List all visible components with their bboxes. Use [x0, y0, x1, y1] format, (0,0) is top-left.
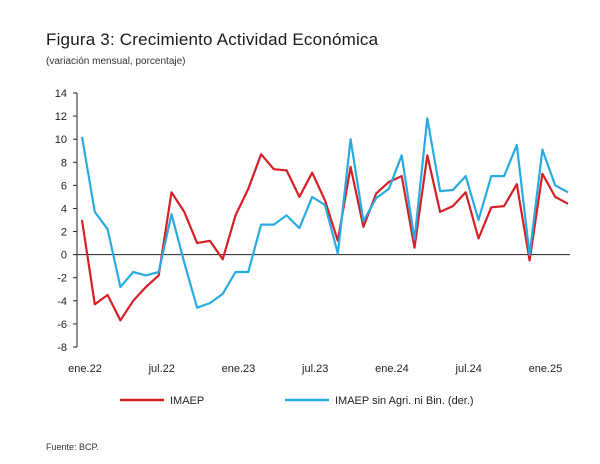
x-tick-label: jul.22	[148, 363, 175, 375]
x-tick-label: ene.22	[68, 363, 102, 375]
y-tick-label: 4	[61, 203, 67, 215]
x-tick-label: ene.24	[375, 363, 409, 375]
y-tick-label: 6	[61, 180, 67, 192]
legend-label: IMAEP sin Agri. ni Bin. (der.)	[335, 395, 474, 407]
imaep-line	[80, 153, 569, 322]
y-tick-label: 0	[61, 250, 67, 262]
legend-label: IMAEP	[170, 395, 204, 407]
imaep-sin-agri-line	[80, 117, 569, 309]
y-tick-label: -4	[57, 296, 67, 308]
chart-subtitle: (variación mensual, porcentaje)	[46, 56, 186, 67]
y-tick-label: -6	[57, 319, 67, 331]
chart-title: Figura 3: Crecimiento Actividad Económic…	[46, 30, 379, 49]
source-note: Fuente: BCP.	[46, 442, 99, 452]
x-tick-label: ene.23	[222, 363, 256, 375]
y-tick-label: -8	[57, 342, 67, 354]
x-tick-label: jul.23	[301, 363, 328, 375]
legend: IMAEP IMAEP sin Agri. ni Bin. (der.)	[120, 395, 474, 407]
y-tick-label: 8	[61, 157, 67, 169]
y-tick-label: 10	[55, 134, 67, 146]
y-tick-label: 14	[55, 88, 67, 100]
axes: -8 -6 -4 -2 0 2 4 6 8 10 12 14 ene.22 jul.22 ene.23 jul…	[55, 88, 570, 375]
x-tick-label: jul.24	[455, 363, 482, 375]
series-lines	[80, 117, 569, 322]
y-tick-label: 12	[55, 111, 67, 123]
y-tick-label: 2	[61, 227, 67, 239]
y-tick-label: -2	[57, 273, 67, 285]
x-tick-label: ene.25	[529, 363, 563, 375]
